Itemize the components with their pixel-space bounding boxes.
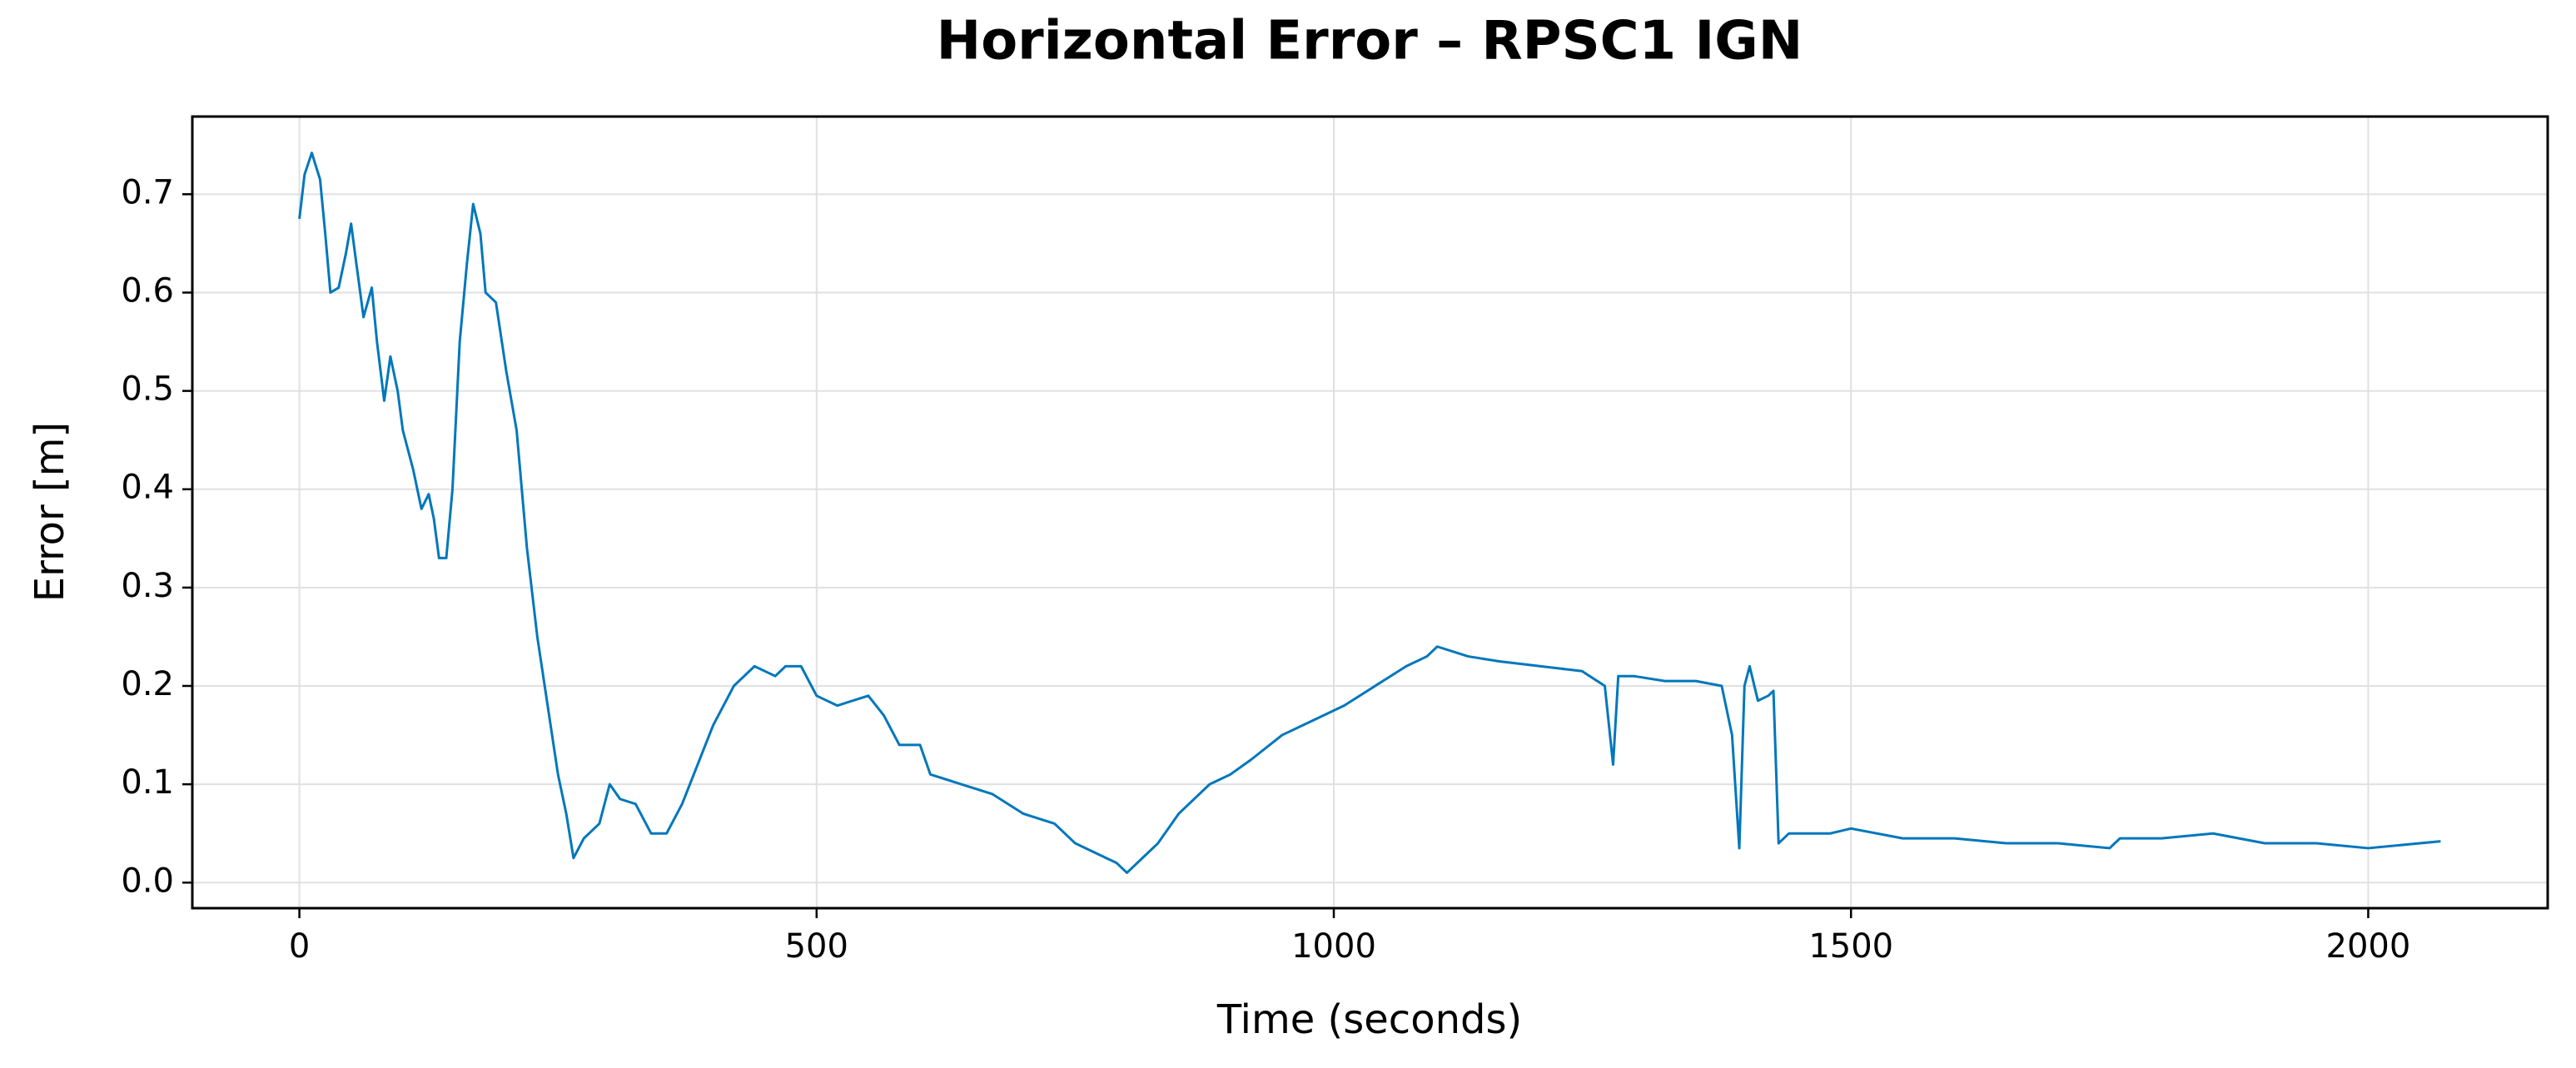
x-axis-label: Time (seconds) [1216,996,1522,1043]
y-tick-label: 0.5 [121,370,174,409]
y-tick-label: 0.6 [121,271,174,310]
y-tick-label: 0.7 [121,173,174,211]
y-tick-label: 0.4 [121,469,174,507]
data-line [298,152,2441,874]
y-tick-label: 0.2 [121,665,174,703]
x-tick-label: 2000 [2326,927,2411,966]
x-tick-label: 500 [785,927,848,966]
x-tick-label: 1000 [1291,927,1376,966]
y-tick-label: 0.3 [121,567,174,605]
plot-frame [191,115,2549,910]
x-tick-label: 1500 [1808,927,1893,966]
y-tick-label: 0.1 [121,763,174,802]
y-axis-label: Error [m] [27,422,73,602]
y-tick-label: 0.0 [121,862,174,900]
chart-title: Horizontal Error – RPSC1 IGN [937,11,1803,72]
x-tick-label: 0 [289,927,310,966]
